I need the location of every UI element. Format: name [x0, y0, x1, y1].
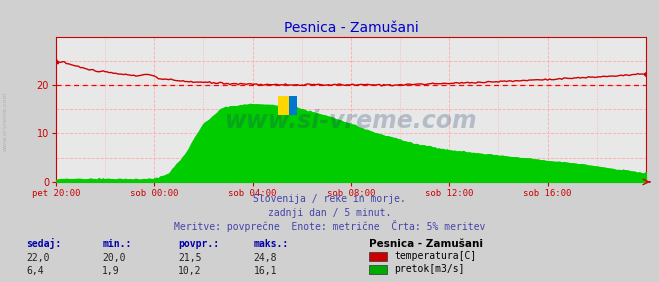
Title: Pesnica - Zamušani: Pesnica - Zamušani: [283, 21, 418, 36]
Text: Slovenija / reke in morje.: Slovenija / reke in morje.: [253, 194, 406, 204]
Bar: [278, 96, 289, 115]
Text: zadnji dan / 5 minut.: zadnji dan / 5 minut.: [268, 208, 391, 218]
Text: maks.:: maks.:: [254, 239, 289, 249]
Text: Pesnica - Zamušani: Pesnica - Zamušani: [369, 239, 483, 249]
Text: Meritve: povprečne  Enote: metrične  Črta: 5% meritev: Meritve: povprečne Enote: metrične Črta:…: [174, 220, 485, 232]
Bar: [289, 96, 297, 115]
Text: min.:: min.:: [102, 239, 132, 249]
Text: temperatura[C]: temperatura[C]: [394, 252, 476, 261]
Text: 24,8: 24,8: [254, 253, 277, 263]
Text: www.si-vreme.com: www.si-vreme.com: [225, 109, 477, 133]
Text: pretok[m3/s]: pretok[m3/s]: [394, 264, 465, 274]
Text: sedaj:: sedaj:: [26, 238, 61, 249]
Text: 16,1: 16,1: [254, 266, 277, 276]
Text: 6,4: 6,4: [26, 266, 44, 276]
Text: 1,9: 1,9: [102, 266, 120, 276]
Text: 10,2: 10,2: [178, 266, 202, 276]
Text: www.si-vreme.com: www.si-vreme.com: [3, 92, 8, 151]
Text: 21,5: 21,5: [178, 253, 202, 263]
Text: povpr.:: povpr.:: [178, 239, 219, 249]
Text: 22,0: 22,0: [26, 253, 50, 263]
Text: 20,0: 20,0: [102, 253, 126, 263]
